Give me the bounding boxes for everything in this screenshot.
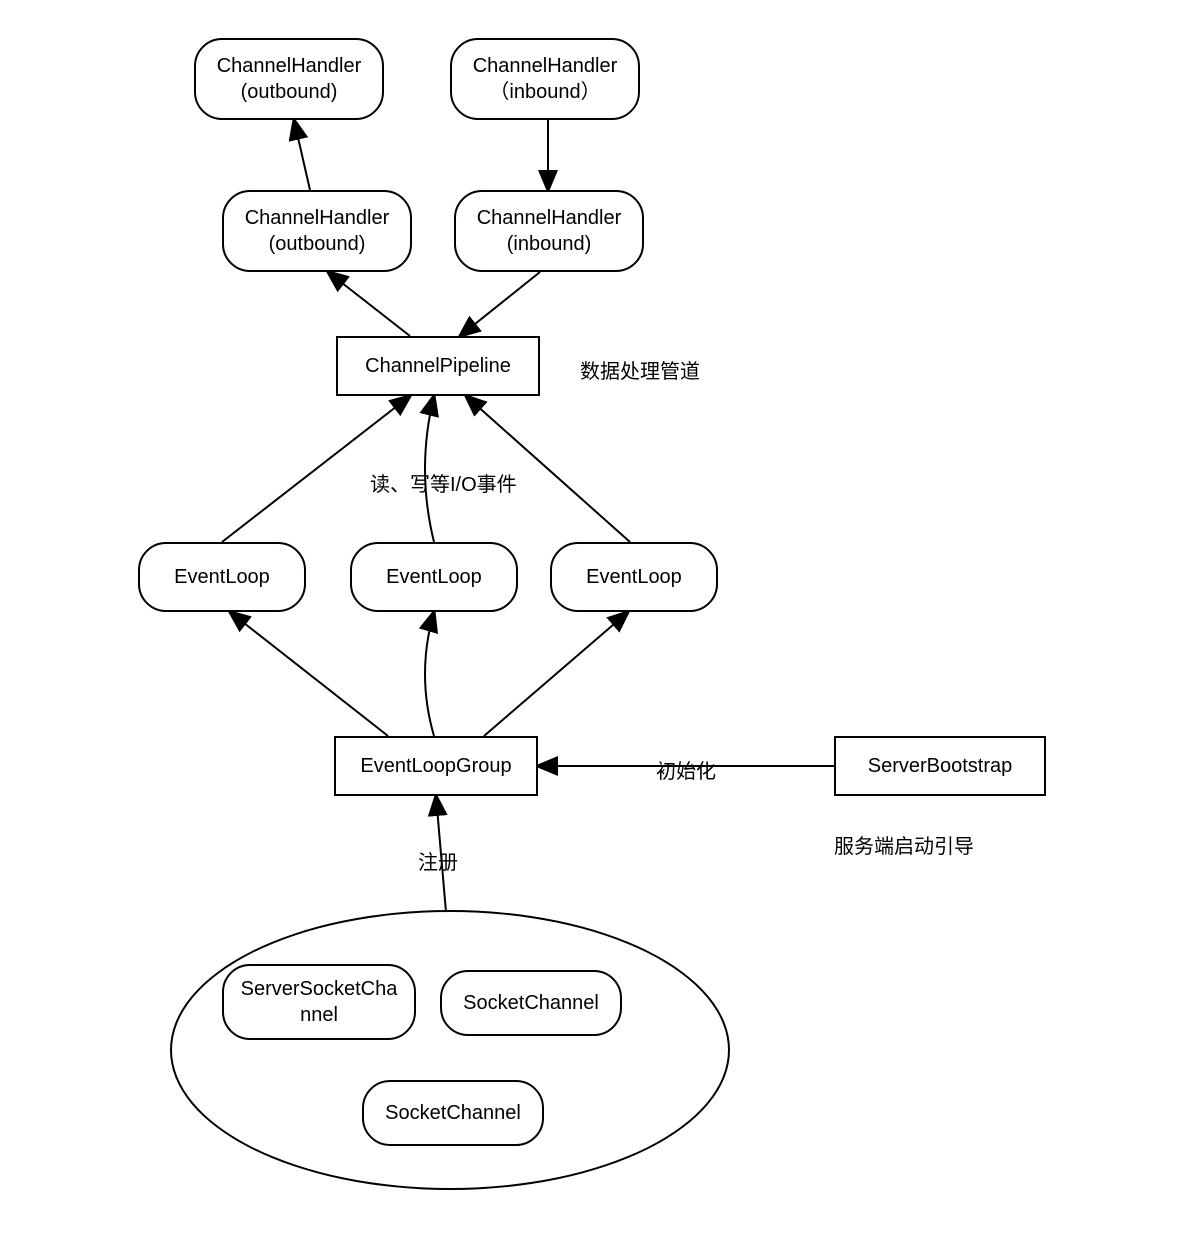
socketchannel-2: SocketChannel — [362, 1080, 544, 1146]
node-text-line2: (outbound) — [269, 233, 366, 255]
bootstrap-description-label: 服务端启动引导 — [834, 830, 974, 859]
node-text-line2: (inbound) — [507, 233, 592, 255]
node-text-line2: (outbound) — [241, 81, 338, 103]
eventloop-2: EventLoop — [350, 542, 518, 612]
socketchannel-1: SocketChannel — [440, 970, 622, 1036]
node-text-line1: ChannelHandler — [473, 55, 618, 77]
node-text: SocketChannel — [385, 1100, 521, 1126]
register-label: 注册 — [418, 846, 458, 875]
node-text: EventLoopGroup — [360, 753, 511, 779]
channelhandler-inbound-top: ChannelHandler （inbound） — [450, 38, 640, 120]
serversocketchannel-node: ServerSocketCha nnel — [222, 964, 416, 1040]
node-text-line2: （inbound） — [489, 81, 600, 103]
node-text-line1: ChannelHandler — [477, 207, 622, 229]
eventloopgroup-node: EventLoopGroup — [334, 736, 538, 796]
channelpipeline-node: ChannelPipeline — [336, 336, 540, 396]
node-text: ChannelPipeline — [365, 353, 511, 379]
node-text-line1: ServerSocketCha — [241, 978, 398, 1000]
serverbootstrap-node: ServerBootstrap — [834, 736, 1046, 796]
initialize-label: 初始化 — [656, 755, 716, 784]
channelhandler-inbound-bottom: ChannelHandler (inbound) — [454, 190, 644, 272]
eventloop-1: EventLoop — [138, 542, 306, 612]
eventloop-3: EventLoop — [550, 542, 718, 612]
channels-group-ellipse — [170, 910, 730, 1190]
node-text-line1: ChannelHandler — [245, 207, 390, 229]
node-text: SocketChannel — [463, 990, 599, 1016]
node-text: ServerBootstrap — [868, 753, 1013, 779]
node-text: EventLoop — [586, 564, 682, 590]
node-text-line2: nnel — [300, 1004, 338, 1026]
channelhandler-outbound-top: ChannelHandler (outbound) — [194, 38, 384, 120]
node-text-line1: ChannelHandler — [217, 55, 362, 77]
pipeline-description-label: 数据处理管道 — [580, 355, 700, 384]
node-text: EventLoop — [386, 564, 482, 590]
io-events-label: 读、写等I/O事件 — [370, 468, 517, 497]
node-text: EventLoop — [174, 564, 270, 590]
channelhandler-outbound-bottom: ChannelHandler (outbound) — [222, 190, 412, 272]
